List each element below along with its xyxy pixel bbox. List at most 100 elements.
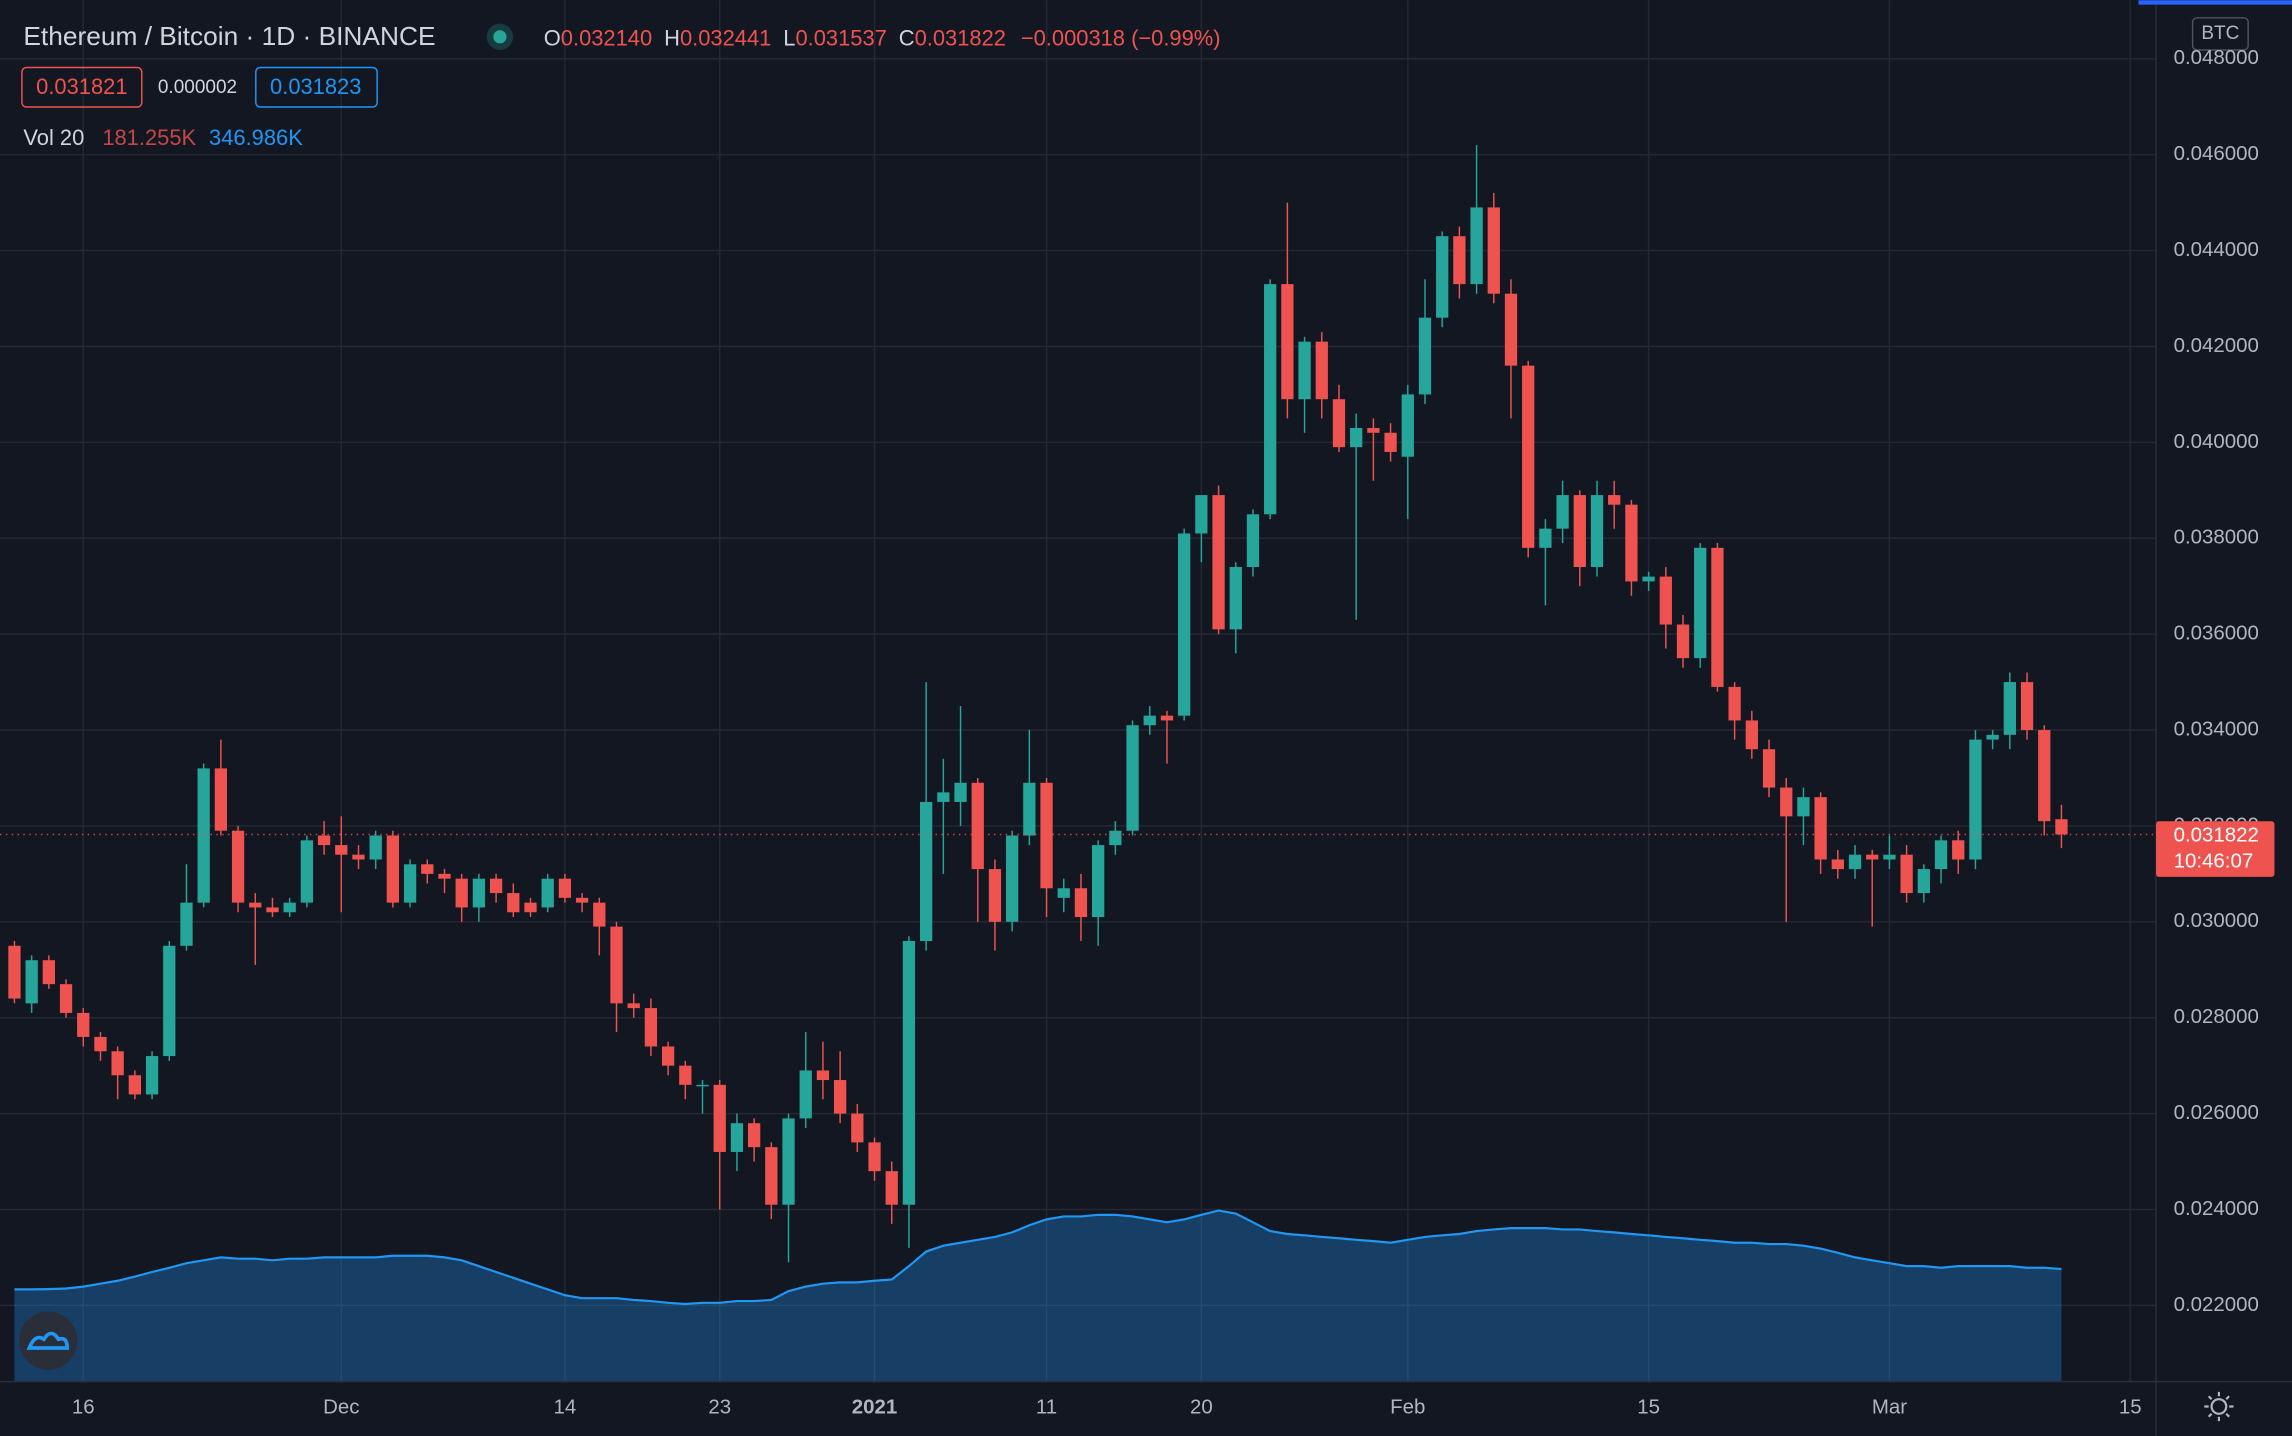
symbol: Ethereum / Bitcoin · 1D · BINANCE — [23, 21, 435, 51]
candle-body — [1246, 514, 1260, 568]
candle-body — [249, 902, 262, 908]
candle-body — [1986, 734, 1999, 740]
candle-body — [128, 1075, 142, 1095]
axis-highlight — [2138, 0, 2292, 5]
y-tick-label: 0.036000 — [2174, 622, 2259, 645]
x-tick-label: Mar — [1872, 1395, 1907, 1418]
candle-body — [1195, 495, 1208, 534]
candle-body — [1298, 341, 1311, 400]
candle-body — [421, 864, 434, 874]
candle-body — [971, 782, 984, 870]
y-tick-label: 0.030000 — [2174, 909, 2259, 932]
candle-body — [1556, 495, 1569, 529]
candle-body — [1814, 797, 1827, 860]
candle-body — [386, 835, 400, 903]
candle-body — [1762, 749, 1776, 788]
candle-body — [1453, 236, 1466, 285]
logo-icon — [26, 1331, 70, 1350]
x-tick-label: Feb — [1390, 1395, 1425, 1418]
candle-body — [661, 1046, 675, 1066]
candle-body — [1848, 854, 1862, 870]
y-tick-label: 0.038000 — [2174, 526, 2259, 549]
c-label: C — [899, 26, 915, 51]
candle-body — [1212, 495, 1225, 630]
x-tick-label: 20 — [1190, 1395, 1213, 1418]
y-tick-label: 0.034000 — [2174, 717, 2259, 740]
volume-ma-area — [14, 1210, 2062, 1382]
candle-body — [1780, 787, 1793, 817]
x-tick-label: 16 — [72, 1395, 95, 1418]
candle-body — [231, 830, 245, 903]
candle-body — [1797, 797, 1810, 817]
candle-body — [2038, 730, 2051, 822]
candle-body — [335, 845, 348, 855]
candle-body — [1092, 845, 1105, 918]
ohlc-legend: O0.032140 H0.032441 L0.031537 C0.031822 … — [544, 26, 1221, 51]
candle-body — [1625, 504, 1638, 582]
candle-body — [1074, 888, 1088, 918]
candle-body — [593, 902, 606, 927]
bid-box[interactable] — [21, 66, 143, 108]
candle-body — [1504, 293, 1518, 366]
ask: 0.031823 — [270, 74, 361, 99]
x-tick-label: 23 — [708, 1395, 731, 1418]
settings-icon[interactable] — [2204, 1391, 2234, 1422]
x-tick-label: 15 — [1637, 1395, 1660, 1418]
y-tick-label: 0.048000 — [2174, 46, 2259, 69]
candle-body — [1694, 547, 1707, 659]
candle-body — [747, 1123, 761, 1148]
candle-body — [902, 940, 916, 1205]
candle-body — [455, 878, 468, 908]
candle-body — [954, 782, 967, 802]
candle-body — [644, 1008, 658, 1047]
candle-body — [352, 854, 365, 860]
candle-body — [1676, 624, 1690, 659]
candle-body — [1023, 782, 1036, 836]
candle-body — [696, 1084, 709, 1087]
candles — [0, 145, 2157, 1263]
status-dot[interactable] — [493, 30, 507, 44]
candle-body — [1831, 859, 1844, 870]
candle-body — [816, 1070, 830, 1081]
candle-body — [1522, 365, 1535, 548]
change: −0.000318 (−0.99%) — [1021, 26, 1221, 51]
candle-body — [679, 1065, 692, 1085]
candle-body — [1728, 686, 1741, 721]
currency-box[interactable] — [2191, 17, 2249, 51]
candle-body — [1006, 835, 1019, 922]
y-tick-label: 0.028000 — [2174, 1005, 2259, 1028]
candle-body — [2003, 682, 2016, 735]
candle-body — [163, 945, 176, 1057]
candle-body — [575, 897, 589, 903]
logo[interactable] — [19, 1311, 78, 1370]
candle-body — [765, 1147, 778, 1205]
candle-body — [300, 840, 314, 903]
candle-body — [730, 1123, 744, 1152]
axes: 0.022000 0.024000 0.026000 0.028000 0.030000… — [72, 46, 2275, 1418]
last-price-label: 0.031822 — [2174, 823, 2259, 846]
candle-body — [403, 864, 417, 903]
bid: 0.031821 — [36, 74, 127, 99]
settings-rays — [2204, 1391, 2234, 1422]
volume-ma-value: 346.986K — [209, 125, 303, 150]
candle-body — [1590, 495, 1604, 568]
candle-body — [1866, 854, 1879, 860]
candle-body — [1126, 725, 1139, 831]
candle-body — [1367, 427, 1380, 433]
candle-body — [1143, 715, 1156, 726]
candle-body — [1711, 547, 1724, 687]
candle-body — [799, 1070, 812, 1119]
c-value: 0.031822 — [915, 26, 1006, 51]
candle-body — [197, 768, 210, 903]
x-tick-label: 14 — [554, 1395, 577, 1418]
settings-circle — [2210, 1398, 2228, 1415]
ask-box[interactable] — [255, 66, 378, 108]
candle-body — [1539, 528, 1552, 548]
candle-body — [77, 1012, 90, 1037]
candle-body — [1917, 869, 1930, 894]
y-tick-label: 0.042000 — [2174, 334, 2259, 357]
candle-body — [1969, 739, 1982, 860]
